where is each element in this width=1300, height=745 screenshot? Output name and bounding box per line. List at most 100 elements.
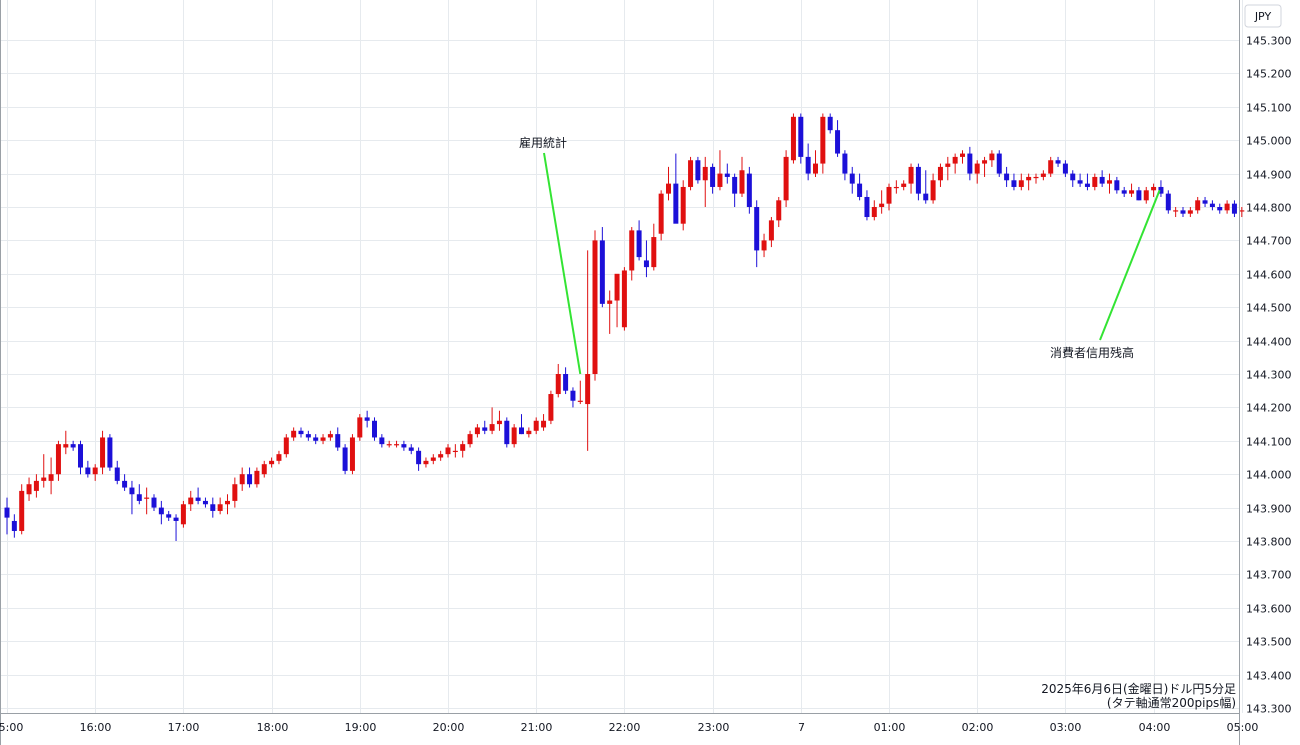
candle-body — [658, 193, 664, 234]
candle — [357, 414, 363, 441]
candle — [452, 444, 458, 458]
candle — [70, 440, 76, 451]
candle-body — [489, 424, 495, 431]
candle-body — [636, 230, 642, 258]
candle — [1143, 186, 1149, 204]
candle-body — [1121, 190, 1127, 194]
candle — [952, 153, 958, 174]
candle — [1180, 207, 1186, 218]
candle — [710, 163, 716, 194]
x-tick-label: 21:00 — [521, 721, 553, 734]
candle — [798, 113, 804, 164]
candle-body — [276, 454, 282, 461]
candle-body — [173, 517, 179, 521]
candle — [519, 414, 524, 435]
candle-body — [879, 203, 885, 207]
candle — [1202, 196, 1208, 207]
x-tick-label: 02:00 — [962, 721, 994, 734]
candle — [1062, 160, 1068, 177]
candle — [835, 120, 841, 157]
candle-body — [577, 400, 583, 402]
candle-body — [63, 444, 69, 448]
candle-body — [180, 504, 186, 525]
candle-body — [225, 500, 230, 505]
candle-body — [1062, 163, 1068, 174]
candle — [33, 474, 39, 498]
candle-body — [967, 153, 973, 174]
candle — [695, 156, 701, 184]
candle — [1209, 200, 1215, 211]
candle-body — [783, 156, 789, 201]
candle — [585, 250, 591, 451]
currency-label: JPY — [1254, 10, 1272, 23]
candle-body — [511, 427, 517, 445]
candle-body — [1070, 173, 1076, 181]
candle-body — [342, 447, 348, 471]
candle-body — [746, 173, 752, 207]
candle-body — [710, 166, 716, 187]
candle-body — [166, 514, 172, 518]
candle — [849, 166, 855, 194]
candle-body — [1158, 186, 1164, 194]
candle — [55, 440, 61, 481]
candle-body — [408, 447, 414, 451]
candle-body — [666, 183, 671, 194]
candle-body — [592, 240, 598, 374]
x-tick-label: 19:00 — [345, 721, 377, 734]
candle — [974, 160, 980, 184]
candle — [629, 227, 635, 281]
candle — [1231, 200, 1237, 218]
candle — [893, 180, 899, 194]
x-tick-label: 23:00 — [698, 721, 730, 734]
candle — [320, 434, 326, 445]
currency-badge[interactable] — [1244, 4, 1282, 28]
candle-body — [210, 504, 216, 511]
candle — [577, 380, 583, 405]
candle — [1011, 173, 1017, 191]
candle — [901, 180, 907, 191]
candle — [401, 440, 407, 451]
candle-body — [1026, 176, 1032, 181]
candle — [643, 240, 649, 278]
candle — [394, 440, 400, 448]
candle — [195, 487, 201, 505]
chart-title: 2025年6月6日(金曜日)ドル円5分足 — [1041, 681, 1236, 696]
candle — [41, 454, 47, 488]
candle-body — [1136, 190, 1142, 201]
candle — [790, 113, 796, 164]
candle-body — [1055, 160, 1061, 164]
candle-body — [533, 420, 539, 431]
candle — [335, 427, 341, 451]
candle — [937, 163, 943, 187]
y-tick-label: 143.800 — [1246, 536, 1292, 549]
candle-body — [107, 437, 113, 468]
y-tick-label: 143.300 — [1246, 703, 1292, 716]
candle-body — [1143, 190, 1149, 201]
candle-body — [1040, 173, 1046, 177]
candle-body — [460, 444, 466, 451]
candle-body — [857, 183, 863, 197]
annotation-label: 消費者信用残高 — [1050, 345, 1134, 360]
candle-body — [805, 156, 811, 174]
candle-body — [820, 116, 826, 164]
x-tick-label: 17:00 — [168, 721, 200, 734]
candle-body — [320, 437, 326, 441]
y-tick-label: 144.800 — [1246, 202, 1292, 215]
candle-body — [724, 173, 730, 177]
candle-body — [33, 480, 39, 491]
candle — [1129, 183, 1135, 197]
candle-body — [739, 170, 745, 194]
candle — [202, 497, 208, 508]
candle-body — [960, 153, 965, 157]
candle — [1040, 170, 1046, 181]
candle — [673, 153, 679, 224]
candle — [526, 427, 532, 438]
candle — [445, 444, 451, 458]
candle — [78, 440, 83, 475]
candle — [805, 143, 811, 181]
candle-body — [482, 427, 488, 431]
candle — [1033, 173, 1039, 184]
candle-body — [1239, 210, 1245, 212]
